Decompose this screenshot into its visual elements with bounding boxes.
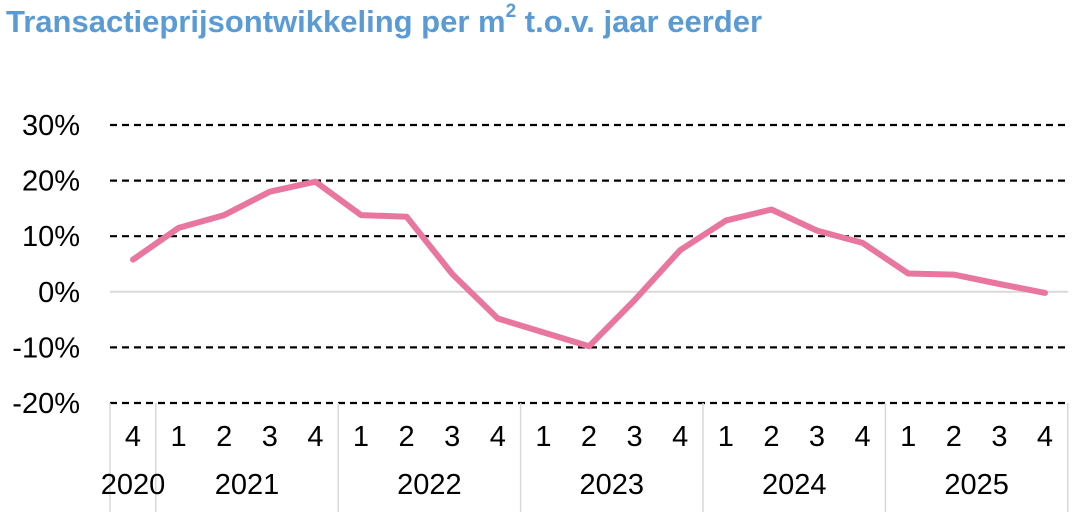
year-label: 2020 <box>101 469 166 501</box>
quarter-label: 1 <box>718 421 734 453</box>
data-point <box>313 180 317 184</box>
chart-title-main: Transactieprijsontwikkeling per m <box>6 4 506 39</box>
quarter-label: 1 <box>171 421 187 453</box>
data-point <box>997 282 1001 286</box>
quarter-label: 3 <box>262 421 278 453</box>
data-point <box>359 213 363 217</box>
data-point <box>1043 291 1047 295</box>
year-label: 2025 <box>944 469 1009 501</box>
chart-title: Transactieprijsontwikkeling per m2 t.o.v… <box>6 0 763 40</box>
data-point <box>815 229 819 233</box>
year-label: 2023 <box>580 469 645 501</box>
data-point <box>678 248 682 252</box>
quarter-label: 4 <box>125 421 141 453</box>
quarter-label: 3 <box>809 421 825 453</box>
quarter-label: 2 <box>216 421 232 453</box>
year-label: 2021 <box>215 469 280 501</box>
data-point <box>952 273 956 277</box>
year-label: 2024 <box>762 469 827 501</box>
quarter-label: 3 <box>627 421 643 453</box>
quarter-label: 4 <box>490 421 506 453</box>
data-point <box>405 215 409 219</box>
data-point <box>268 190 272 194</box>
chart-title-superscript: 2 <box>505 0 517 22</box>
data-point <box>861 241 865 245</box>
quarter-label: 1 <box>535 421 551 453</box>
quarter-label: 4 <box>307 421 323 453</box>
data-point <box>906 271 910 275</box>
year-label: 2022 <box>397 469 462 501</box>
data-point <box>450 272 454 276</box>
data-point <box>541 330 545 334</box>
y-tick-label: 30% <box>22 110 80 142</box>
quarter-label: 1 <box>353 421 369 453</box>
quarter-label: 1 <box>900 421 916 453</box>
y-tick-label: 10% <box>22 221 80 253</box>
quarter-label: 3 <box>444 421 460 453</box>
quarter-label: 3 <box>991 421 1007 453</box>
data-point <box>222 213 226 217</box>
y-tick-label: 20% <box>22 166 80 198</box>
data-point <box>633 298 637 302</box>
data-point <box>177 226 181 230</box>
quarter-label: 4 <box>855 421 871 453</box>
y-tick-label: -20% <box>12 388 80 420</box>
quarter-label: 4 <box>1037 421 1053 453</box>
chart-title-suffix: t.o.v. jaar eerder <box>516 4 763 39</box>
y-tick-label: -10% <box>12 332 80 364</box>
data-point <box>587 344 591 348</box>
series-line <box>130 178 1048 350</box>
data-point <box>769 208 773 212</box>
y-tick-label: 0% <box>38 277 80 309</box>
data-point <box>131 258 135 262</box>
quarter-label: 2 <box>763 421 779 453</box>
quarter-label: 2 <box>581 421 597 453</box>
data-point <box>496 316 500 320</box>
data-point <box>724 219 728 223</box>
quarter-label: 2 <box>946 421 962 453</box>
quarter-label: 2 <box>399 421 415 453</box>
quarter-label: 4 <box>672 421 688 453</box>
